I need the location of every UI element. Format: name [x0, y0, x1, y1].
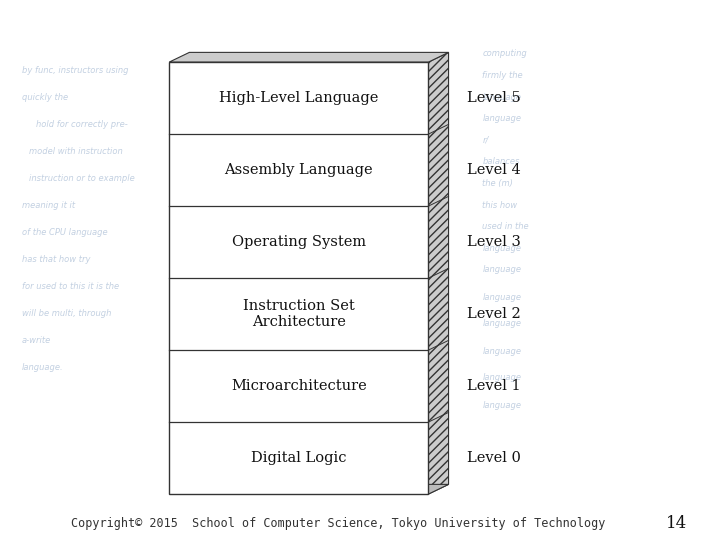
Text: for used to this it is the: for used to this it is the — [22, 282, 119, 291]
Text: of the CPU language: of the CPU language — [22, 228, 107, 237]
Text: Copyright© 2015  School of Computer Science, Tokyo University of Technology: Copyright© 2015 School of Computer Scien… — [71, 517, 606, 530]
Text: language: language — [482, 401, 521, 409]
Text: language.: language. — [22, 363, 63, 372]
Text: meaning it it: meaning it it — [22, 201, 75, 210]
Text: Level 2: Level 2 — [467, 307, 521, 321]
Text: r/: r/ — [482, 136, 489, 145]
Text: balances: balances — [482, 158, 520, 166]
Text: language: language — [482, 266, 521, 274]
Text: will be multi, through: will be multi, through — [22, 309, 111, 318]
Text: language: language — [482, 244, 521, 253]
Bar — [169, 62, 428, 494]
Text: language: language — [482, 114, 521, 123]
Text: language: language — [482, 293, 521, 301]
Text: quickly the: quickly the — [22, 93, 68, 102]
Text: Level 4: Level 4 — [467, 163, 521, 177]
Text: Level 5: Level 5 — [467, 91, 521, 105]
Text: this how: this how — [482, 201, 518, 210]
Text: Level 0: Level 0 — [467, 451, 521, 465]
Text: language: language — [482, 347, 521, 355]
Text: Digital Logic: Digital Logic — [251, 451, 346, 465]
Text: High-Level Language: High-Level Language — [219, 91, 379, 105]
Text: has that how try: has that how try — [22, 255, 90, 264]
Text: Instruction Set
Architecture: Instruction Set Architecture — [243, 299, 355, 329]
Text: 14: 14 — [666, 515, 688, 532]
Text: hold for correctly pre-: hold for correctly pre- — [36, 120, 127, 129]
Text: language: language — [482, 93, 521, 102]
Text: the (m): the (m) — [482, 179, 513, 188]
Text: used in the: used in the — [482, 222, 529, 231]
Text: language: language — [482, 320, 521, 328]
Text: model with instruction: model with instruction — [29, 147, 122, 156]
Text: Level 3: Level 3 — [467, 235, 521, 249]
Text: computing: computing — [482, 50, 527, 58]
Text: firmly the: firmly the — [482, 71, 523, 80]
Polygon shape — [169, 484, 449, 494]
Text: Microarchitecture: Microarchitecture — [231, 379, 366, 393]
Text: a-write: a-write — [22, 336, 51, 345]
Polygon shape — [428, 52, 449, 494]
Text: Assembly Language: Assembly Language — [225, 163, 373, 177]
Text: by func, instructors using: by func, instructors using — [22, 66, 128, 75]
Text: Operating System: Operating System — [232, 235, 366, 249]
Text: language: language — [482, 374, 521, 382]
Text: instruction or to example: instruction or to example — [29, 174, 135, 183]
Polygon shape — [169, 52, 449, 62]
Text: Level 1: Level 1 — [467, 379, 520, 393]
